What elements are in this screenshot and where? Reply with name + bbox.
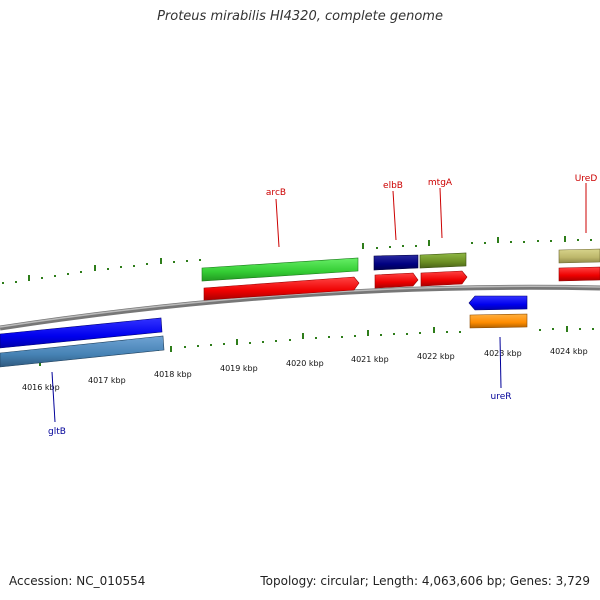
gene-label-mtgA[interactable]: mtgA: [428, 178, 453, 188]
ureR-orange-feature: [469, 313, 528, 329]
arcB-region[interactable]: [201, 257, 360, 301]
ureR-region[interactable]: [468, 295, 528, 329]
scale-label-4017: 4017 kbp: [88, 376, 126, 385]
mtgA-olive-feature: [419, 252, 467, 269]
scale-label-4018: 4018 kbp: [154, 370, 192, 379]
gene-label-elbB[interactable]: elbB: [383, 181, 403, 191]
scale-label-4016: 4016 kbp: [22, 383, 60, 392]
scale-labels: 4016 kbp 4017 kbp 4018 kbp 4019 kbp 4020…: [22, 347, 588, 392]
UreD-red-feature: [558, 266, 600, 282]
map-title: Proteus mirabilis HI4320, complete genom…: [157, 9, 443, 24]
arcB-green-feature: [201, 257, 359, 282]
arcB-red-feature: [203, 276, 360, 301]
scale-label-4020: 4020 kbp: [286, 359, 324, 368]
UreD-khaki-feature: [558, 248, 600, 264]
label-leaders: [51, 183, 587, 423]
gltB-steelblue-feature: [0, 335, 165, 368]
UreD-region[interactable]: [558, 248, 600, 282]
ureR-blue-feature: [468, 295, 528, 311]
upper-tick-row: [2, 236, 592, 284]
elbB-red-feature: [374, 272, 419, 289]
scale-label-4023: 4023 kbp: [484, 349, 522, 358]
gene-label-ureR[interactable]: ureR: [491, 392, 512, 402]
elbB-navy-feature: [373, 254, 419, 271]
mtgA-region[interactable]: [419, 252, 468, 287]
scale-label-4021: 4021 kbp: [351, 355, 389, 364]
gene-label-arcB[interactable]: arcB: [266, 188, 286, 198]
mtgA-red-feature: [420, 270, 468, 287]
gene-label-gltB[interactable]: gltB: [48, 427, 66, 437]
accession-text: Accession: NC_010554: [9, 574, 146, 588]
genome-backbone: [0, 284, 600, 331]
scale-label-4024: 4024 kbp: [550, 347, 588, 356]
elbB-region[interactable]: [373, 254, 419, 289]
gltB-blue-feature: [0, 317, 163, 349]
topology-text: Topology: circular; Length: 4,063,606 bp…: [260, 574, 590, 588]
gene-label-UreD[interactable]: UreD: [575, 174, 598, 184]
scale-label-4022: 4022 kbp: [417, 352, 455, 361]
scale-label-4019: 4019 kbp: [220, 364, 258, 373]
gltB-region[interactable]: [0, 317, 165, 368]
